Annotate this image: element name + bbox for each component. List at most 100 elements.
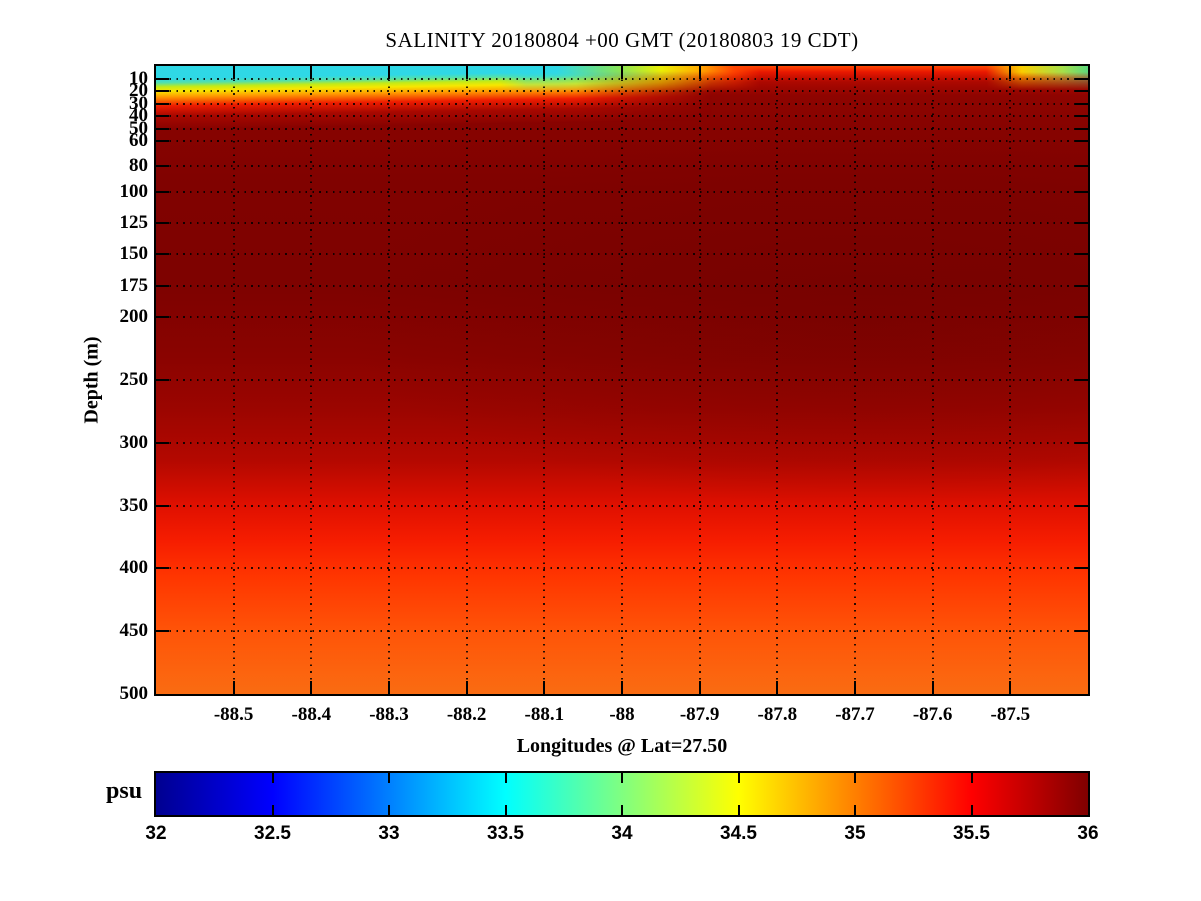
x-tick-label: -87.7 — [835, 704, 875, 725]
depth-tick-left — [156, 253, 169, 256]
y-tick-label: 175 — [119, 274, 149, 296]
depth-tick-left — [156, 115, 169, 118]
colorbar-tick-label: 34.5 — [720, 823, 757, 844]
depth-tick-left — [156, 379, 169, 381]
x-tick-label: -88.4 — [291, 704, 332, 725]
depth-tick-right — [1075, 90, 1088, 93]
longitude-tick-top — [388, 66, 390, 79]
x-axis-title: Longitudes @ Lat=27.50 — [516, 735, 728, 757]
colorbar-tick-bottom — [737, 805, 740, 815]
depth-tick-left — [156, 222, 169, 224]
longitude-gridline — [698, 66, 701, 694]
longitude-tick-top — [1009, 66, 1012, 79]
y-tick-label: 20 — [129, 80, 148, 102]
y-tick-label: 400 — [119, 557, 149, 579]
y-tick-label: 80 — [129, 155, 148, 177]
colorbar-tick-bottom — [970, 805, 973, 815]
longitude-gridline — [1009, 66, 1012, 694]
depth-tick-left — [156, 630, 169, 633]
colorbar-tick-top — [737, 773, 740, 783]
longitude-tick-top — [232, 66, 235, 79]
longitude-tick-bottom — [931, 681, 934, 694]
longitude-gridline — [543, 66, 546, 694]
depth-tick-left — [156, 190, 169, 193]
depth-tick-right — [1075, 316, 1088, 319]
colorbar-tick-bottom — [504, 805, 507, 815]
y-tick-label: 500 — [119, 683, 149, 704]
longitude-tick-bottom — [698, 681, 701, 694]
depth-tick-right — [1075, 77, 1088, 80]
depth-tick-right — [1075, 127, 1088, 130]
depth-tick-left — [156, 77, 169, 80]
colorbar-tick-top — [504, 773, 507, 783]
depth-tick-right — [1075, 379, 1088, 381]
longitude-tick-bottom — [776, 681, 779, 694]
chart-title: SALINITY 20180804 +00 GMT (20180803 19 C… — [385, 28, 859, 52]
colorbar-tick-label: 35 — [844, 823, 866, 844]
x-tick-label: -87.9 — [679, 704, 720, 725]
depth-tick-right — [1075, 140, 1088, 143]
longitude-gridline — [854, 66, 856, 694]
x-tick-label: -88 — [609, 704, 635, 725]
depth-tick-left — [156, 441, 169, 444]
longitude-tick-top — [854, 66, 856, 79]
colorbar-tick-top — [970, 773, 973, 783]
depth-tick-right — [1075, 165, 1088, 168]
plot-area — [154, 64, 1090, 696]
depth-tick-right — [1075, 630, 1088, 633]
longitude-tick-bottom — [232, 681, 235, 694]
colorbar — [154, 771, 1090, 817]
longitude-tick-bottom — [310, 681, 313, 694]
depth-tick-right — [1075, 190, 1088, 193]
x-tick-label: -87.5 — [990, 704, 1031, 725]
y-tick-label: 50 — [129, 117, 148, 139]
depth-tick-left — [156, 90, 169, 93]
y-tick-label: 150 — [119, 243, 149, 265]
longitude-gridline — [310, 66, 313, 694]
colorbar-tick-label: 32.5 — [254, 823, 291, 844]
longitude-gridline — [931, 66, 934, 694]
colorbar-tick-bottom — [854, 805, 856, 815]
x-tick-label: -88.2 — [446, 704, 487, 725]
colorbar-tick-bottom — [271, 805, 274, 815]
depth-tick-left — [156, 127, 169, 130]
depth-tick-right — [1075, 567, 1088, 570]
depth-tick-left — [156, 504, 169, 507]
depth-tick-left — [156, 567, 169, 570]
longitude-gridline — [232, 66, 235, 694]
longitude-gridline — [621, 66, 623, 694]
y-tick-label: 350 — [119, 494, 149, 516]
depth-tick-left — [156, 140, 169, 143]
heatmap-surface-freshwater-layer-west — [156, 66, 716, 136]
colorbar-tick-top — [388, 773, 390, 783]
longitude-tick-top — [621, 66, 623, 79]
colorbar-tick-label: 32 — [145, 823, 167, 844]
longitude-gridline — [388, 66, 390, 694]
colorbar-tick-label: 35.5 — [953, 823, 990, 844]
y-tick-label: 125 — [119, 212, 149, 233]
colorbar-tick-label: 33.5 — [487, 823, 524, 844]
depth-tick-right — [1075, 253, 1088, 256]
x-tick-label: -87.8 — [757, 704, 798, 725]
longitude-tick-bottom — [543, 681, 546, 694]
y-tick-label: 10 — [129, 67, 148, 89]
depth-tick-right — [1075, 284, 1088, 287]
colorbar-tick-label: 33 — [378, 823, 400, 844]
y-tick-label: 100 — [119, 180, 149, 202]
longitude-tick-top — [776, 66, 779, 79]
colorbar-tick-label: 36 — [1077, 823, 1099, 844]
y-tick-label: 450 — [119, 620, 149, 642]
colorbar-unit-label: psu — [106, 778, 143, 804]
colorbar-tick-top — [271, 773, 274, 783]
colorbar-tick-label: 34 — [611, 823, 633, 844]
longitude-tick-bottom — [388, 681, 390, 694]
depth-tick-right — [1075, 441, 1088, 444]
x-tick-label: -87.6 — [912, 704, 953, 725]
colorbar-tick-top — [621, 773, 623, 783]
longitude-gridline — [776, 66, 779, 694]
y-tick-label: 250 — [119, 369, 149, 390]
depth-tick-left — [156, 316, 169, 319]
colorbar-tick-top — [854, 773, 856, 783]
longitude-tick-bottom — [1009, 681, 1012, 694]
y-tick-label: 30 — [129, 92, 148, 114]
